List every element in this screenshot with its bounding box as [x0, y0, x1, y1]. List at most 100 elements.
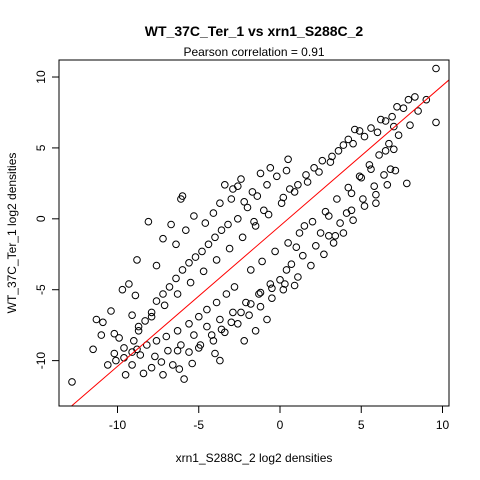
- axis-layer: -10 -5 0 5 10 -10 -5 0 5 10: [34, 70, 449, 432]
- data-point-83: [227, 195, 236, 203]
- y-tick-label-4: 10: [34, 70, 48, 84]
- data-point-169: [326, 158, 335, 166]
- data-point-50: [169, 361, 177, 369]
- data-point-39: [276, 276, 284, 284]
- x-tick-label-2: 0: [277, 418, 284, 432]
- data-point-156: [321, 207, 330, 216]
- data-point-81: [273, 172, 281, 181]
- data-point-175: [251, 222, 260, 230]
- data-point-111: [115, 334, 123, 342]
- data-point-214: [256, 169, 265, 178]
- line-layer: [70, 79, 449, 406]
- data-point-21: [294, 181, 302, 189]
- data-point-25: [390, 145, 398, 154]
- data-point-23: [279, 193, 288, 202]
- data-point-60: [110, 329, 119, 338]
- data-point-213: [284, 155, 292, 164]
- data-point-109: [99, 318, 107, 327]
- data-point-190: [347, 206, 356, 215]
- data-point-18: [318, 156, 327, 165]
- data-point-160: [365, 161, 374, 169]
- data-point-78: [243, 203, 252, 212]
- data-point-49: [185, 348, 193, 356]
- data-point-173: [277, 199, 286, 207]
- x-tick-label-4: 10: [436, 418, 450, 432]
- chart-subtitle: Pearson correlation = 0.91: [183, 45, 324, 59]
- data-point-179: [199, 267, 208, 276]
- data-point-43: [237, 308, 245, 317]
- data-point-167: [351, 125, 359, 134]
- data-point-215: [237, 175, 245, 183]
- data-point-94: [159, 234, 167, 243]
- data-point-98: [201, 219, 210, 227]
- data-point-205: [159, 371, 167, 379]
- data-point-204: [175, 365, 184, 373]
- data-point-128: [307, 261, 315, 270]
- data-point-207: [216, 356, 224, 365]
- x-tick-label-3: 5: [358, 418, 365, 432]
- data-point-35: [316, 229, 325, 237]
- data-point-52: [157, 358, 166, 366]
- y-tick-label-3: 5: [34, 144, 48, 151]
- data-point-15: [344, 135, 353, 144]
- data-point-198: [256, 302, 265, 311]
- data-point-13: [355, 127, 364, 135]
- y-tick-label-2: 0: [34, 215, 48, 222]
- data-point-84: [234, 182, 242, 190]
- y-tick-label-0: -10: [34, 352, 48, 370]
- data-point-74: [211, 233, 219, 242]
- chart-title: WT_37C_Ter_1 vs xrn1_S288C_2: [145, 23, 364, 39]
- data-point-155: [308, 217, 317, 226]
- data-point-101: [133, 256, 141, 264]
- data-point-157: [333, 195, 341, 203]
- data-point-194: [209, 337, 218, 345]
- data-point-189: [336, 219, 344, 227]
- data-point-181: [173, 290, 182, 298]
- data-point-145: [152, 337, 161, 345]
- x-axis-label: xrn1_S288C_2 log2 densities: [176, 451, 333, 465]
- data-point-53: [147, 363, 156, 372]
- data-point-34: [331, 232, 340, 240]
- data-point-113: [110, 349, 119, 358]
- data-point-126: [281, 280, 289, 288]
- data-point-144: [162, 332, 171, 341]
- data-point-152: [271, 247, 279, 256]
- data-point-44: [227, 318, 236, 327]
- data-point-64: [147, 308, 156, 317]
- data-point-141: [195, 312, 203, 321]
- data-point-127: [294, 273, 302, 281]
- data-point-153: [284, 239, 292, 247]
- data-point-151: [258, 257, 266, 266]
- data-point-118: [177, 341, 185, 349]
- data-point-177: [225, 244, 234, 253]
- data-point-26: [386, 165, 395, 173]
- data-point-73: [204, 240, 213, 249]
- y-axis-label: WT_37C_Ter_1 log2 densities: [5, 153, 19, 314]
- data-point-7: [381, 117, 390, 125]
- data-point-29: [347, 189, 356, 198]
- data-point-38: [282, 266, 291, 274]
- data-point-80: [263, 181, 271, 189]
- data-point-129: [320, 250, 328, 259]
- data-point-36: [300, 222, 309, 230]
- data-point-10: [390, 122, 398, 131]
- data-point-56: [104, 361, 112, 369]
- data-point-9: [373, 128, 382, 137]
- data-point-66: [159, 290, 167, 298]
- data-point-164: [406, 121, 414, 129]
- data-point-37: [292, 243, 301, 251]
- regression-line: [70, 79, 449, 406]
- data-point-67: [165, 283, 174, 291]
- data-point-112: [89, 345, 97, 354]
- data-point-212: [266, 164, 275, 172]
- data-point-142: [185, 320, 193, 328]
- data-point-187: [312, 242, 320, 250]
- data-point-200: [279, 285, 288, 294]
- data-point-3: [404, 95, 413, 104]
- data-point-16: [334, 147, 343, 155]
- data-point-1: [432, 118, 440, 127]
- data-point-77: [234, 215, 242, 223]
- data-point-130: [329, 239, 338, 247]
- data-point-209: [251, 327, 260, 335]
- data-point-185: [299, 251, 307, 260]
